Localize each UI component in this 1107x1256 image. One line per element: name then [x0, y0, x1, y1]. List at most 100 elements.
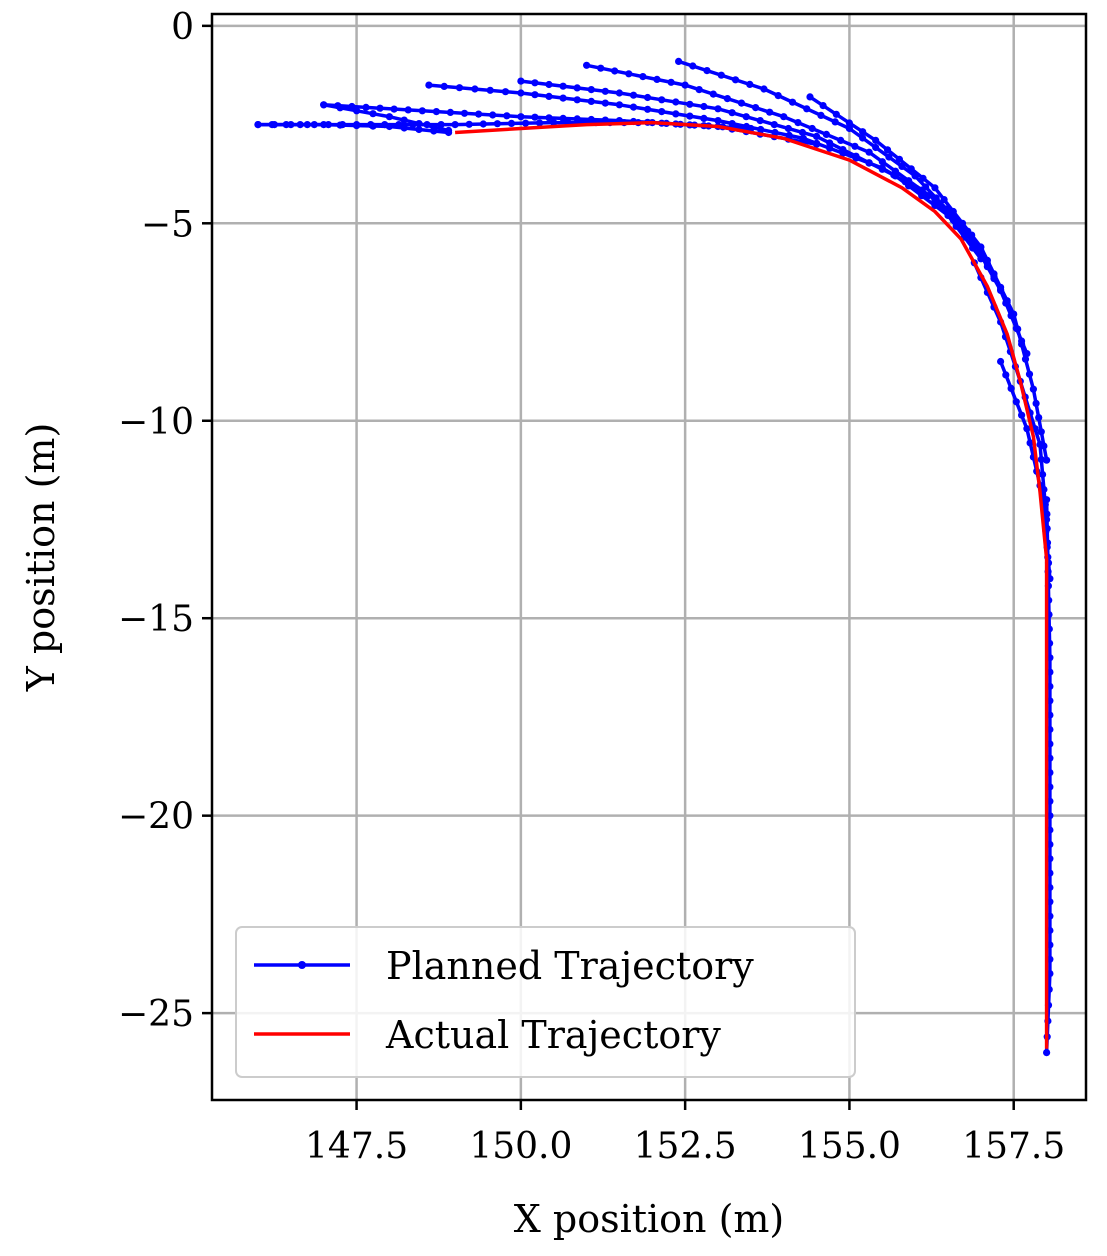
- planned-trajectory-point: [922, 183, 930, 191]
- planned-trajectory-point: [752, 104, 760, 112]
- planned-trajectory-point: [907, 165, 915, 173]
- planned-trajectory-point: [503, 112, 511, 120]
- planned-trajectory-point: [931, 184, 939, 192]
- planned-trajectory-point: [728, 109, 736, 117]
- planned-trajectory-point: [837, 136, 845, 144]
- planned-trajectory-point: [794, 119, 802, 127]
- planned-trajectory-point: [1002, 371, 1010, 379]
- planned-trajectory-point: [353, 107, 361, 115]
- planned-trajectory-point: [446, 108, 454, 116]
- planned-trajectory-point: [486, 86, 494, 94]
- y-tick-label: −15: [118, 599, 194, 640]
- planned-trajectory-point: [905, 177, 913, 185]
- planned-trajectory-point: [559, 94, 567, 102]
- planned-trajectory-point: [545, 80, 553, 89]
- planned-trajectory-point: [336, 104, 344, 112]
- legend: Planned Trajectory Actual Trajectory: [235, 926, 856, 1078]
- y-axis-label: Y position (m): [19, 423, 63, 693]
- planned-trajectory-point: [1026, 439, 1034, 447]
- planned-trajectory-series: [254, 57, 1054, 1057]
- planned-trajectory-point: [672, 98, 680, 106]
- planned-trajectory-point: [522, 119, 530, 127]
- planned-trajectory-point: [990, 270, 998, 278]
- planned-trajectory-point: [932, 194, 940, 202]
- planned-trajectory-point: [1007, 384, 1015, 392]
- planned-trajectory-point: [493, 120, 501, 128]
- planned-trajectory-point: [1003, 297, 1011, 305]
- actual-trajectory-line: [454, 120, 1049, 1049]
- planned-trajectory-point: [1012, 398, 1020, 406]
- planned-trajectory-point: [1043, 456, 1051, 464]
- planned-trajectory-point: [451, 121, 459, 129]
- planned-trajectory-point: [714, 117, 722, 125]
- planned-trajectory-point: [672, 110, 680, 118]
- legend-planned-marker: [298, 961, 306, 969]
- planned-trajectory-point: [746, 80, 754, 88]
- planned-trajectory-point: [303, 121, 311, 129]
- planned-trajectory-point: [1021, 355, 1030, 363]
- planned-trajectory-point: [968, 231, 976, 239]
- planned-trajectory-point: [1037, 428, 1045, 436]
- planned-trajectory-point: [822, 130, 831, 138]
- planned-trajectory-point: [983, 256, 992, 264]
- planned-trajectory-point: [883, 146, 892, 154]
- planned-trajectory-point: [1025, 370, 1034, 378]
- planned-trajectory-point: [686, 112, 694, 120]
- planned-trajectory-point: [573, 84, 581, 92]
- planned-trajectory-point: [545, 92, 553, 100]
- x-tick-label: 150.0: [469, 1126, 572, 1167]
- planned-trajectory-point: [766, 108, 774, 116]
- planned-trajectory-point: [1036, 440, 1044, 449]
- planned-trajectory-point: [455, 84, 464, 92]
- planned-trajectory-point: [287, 121, 295, 129]
- plot-frame: [210, 12, 1088, 1102]
- planned-trajectory-point: [531, 113, 539, 121]
- planned-trajectory-point: [587, 86, 595, 94]
- planned-trajectory-point: [885, 153, 893, 161]
- planned-trajectory-point: [737, 99, 746, 107]
- planned-trajectory-point: [731, 76, 740, 84]
- planned-trajectory-point: [852, 152, 860, 160]
- planned-trajectory-point: [415, 125, 423, 134]
- y-tick-label: 0: [171, 7, 194, 48]
- planned-trajectory-point: [808, 124, 816, 133]
- planned-trajectory-point: [784, 124, 793, 133]
- x-tick-label: 152.5: [634, 1126, 737, 1167]
- planned-trajectory-point: [507, 119, 516, 127]
- planned-trajectory-point: [415, 120, 423, 128]
- planned-trajectory-point: [803, 105, 811, 113]
- planned-trajectory-point: [611, 67, 619, 75]
- planned-trajectory-point: [270, 121, 278, 129]
- y-tick-label: −10: [118, 402, 194, 443]
- planned-trajectory-point: [895, 155, 904, 163]
- planned-trajectory-point: [404, 106, 412, 114]
- planned-trajectory-point: [817, 111, 825, 119]
- planned-trajectory-point: [819, 102, 827, 110]
- planned-trajectory-point: [1039, 470, 1047, 479]
- y-tick-label: −25: [118, 994, 194, 1035]
- planned-trajectory-point: [891, 167, 900, 175]
- planned-trajectory-point: [757, 125, 765, 134]
- planned-trajectory-point: [717, 71, 725, 79]
- planned-trajectory-point: [1023, 425, 1031, 433]
- planned-trajectory-point: [780, 113, 788, 121]
- planned-trajectory-point: [1043, 1049, 1051, 1057]
- planned-trajectory-point: [440, 82, 448, 90]
- planned-trajectory-point: [813, 139, 821, 147]
- planned-trajectory-point: [695, 86, 703, 94]
- planned-trajectory-point: [919, 174, 927, 182]
- planned-trajectory-point: [369, 122, 377, 130]
- planned-trajectory-point: [851, 142, 859, 150]
- planned-trajectory-point: [709, 90, 717, 98]
- planned-trajectory-point: [686, 100, 694, 108]
- planned-trajectory-point: [432, 108, 440, 116]
- planned-trajectory-point: [845, 119, 854, 127]
- planned-trajectory-point: [615, 101, 624, 109]
- x-tick-label: 157.5: [962, 1126, 1065, 1167]
- planned-trajectory-point: [629, 103, 638, 111]
- planned-trajectory-point: [353, 122, 361, 130]
- planned-trajectory-point: [460, 109, 469, 117]
- planned-trajectory-point: [658, 96, 666, 104]
- planned-trajectory-point: [940, 196, 948, 204]
